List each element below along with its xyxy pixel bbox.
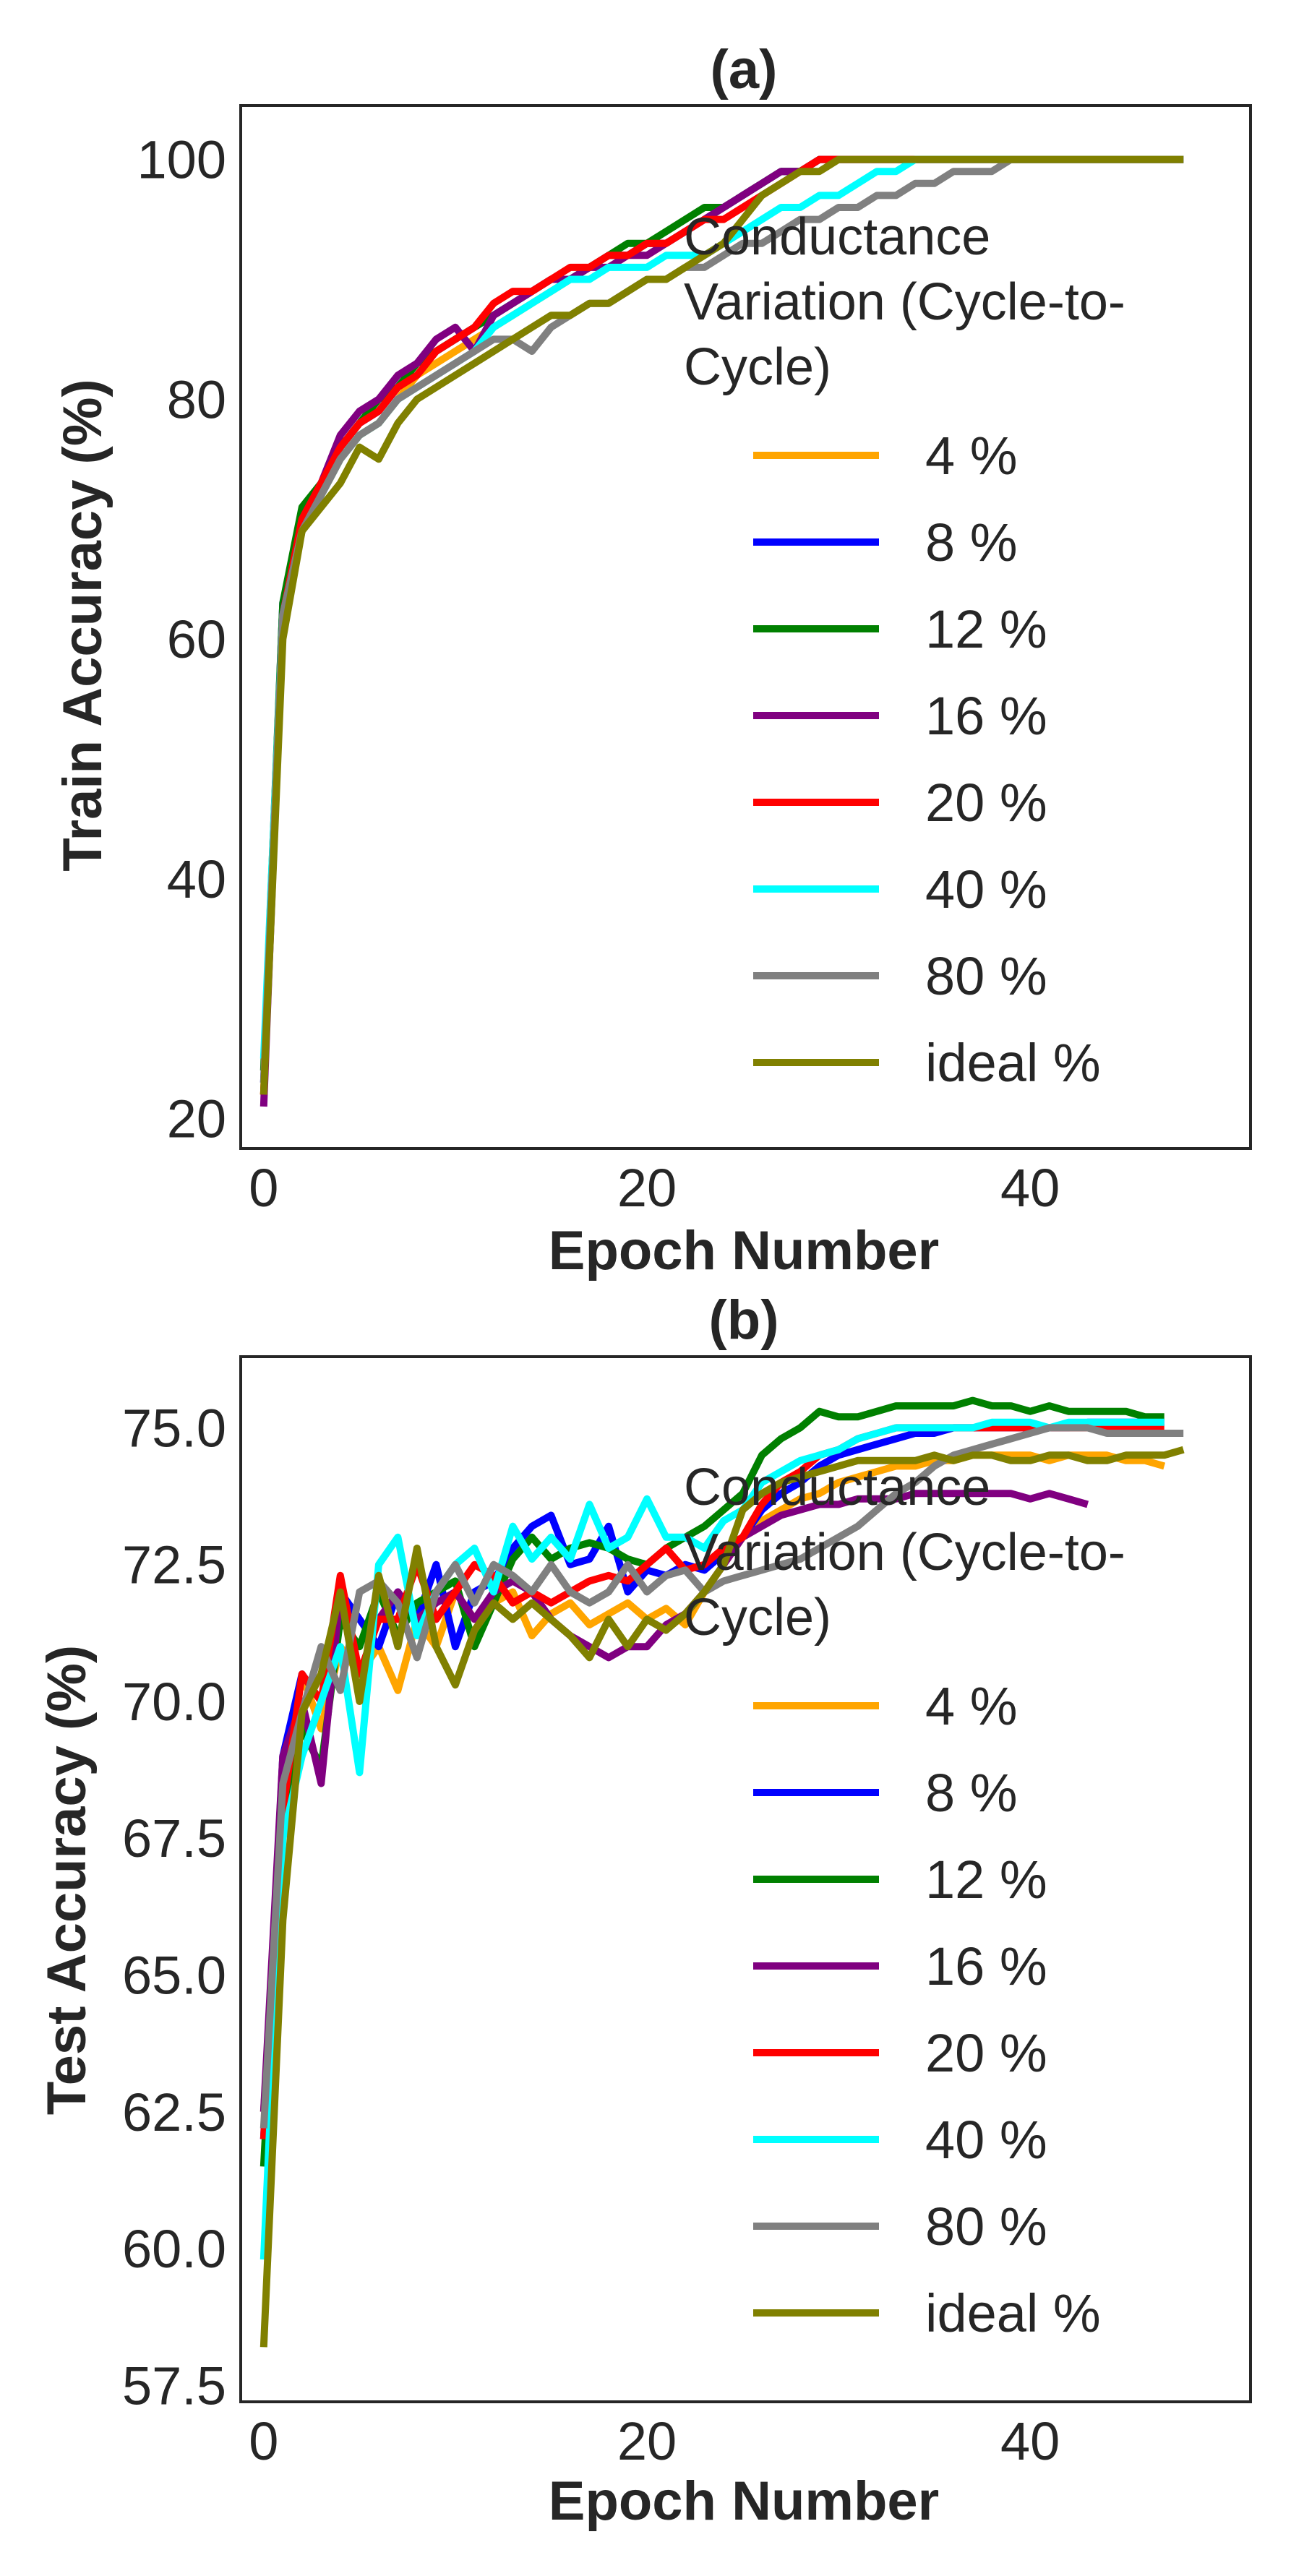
y-tick-label: 72.5 <box>122 1535 226 1595</box>
legend-title-line: Cycle) <box>684 338 831 396</box>
series-line-80 <box>260 1424 1184 2129</box>
chart-title: (a) <box>711 39 778 100</box>
y-tick-label: 57.5 <box>122 2356 226 2416</box>
series-line-40 <box>260 1418 1165 2260</box>
legend-label: 12 % <box>925 599 1047 659</box>
legend-label: 20 % <box>925 773 1047 833</box>
legend-label: 20 % <box>925 2023 1047 2083</box>
x-tick-label: 40 <box>1000 2411 1060 2471</box>
legend-label: 8 % <box>925 512 1018 572</box>
legend-label: 80 % <box>925 2197 1047 2257</box>
x-axis-label: Epoch Number <box>549 2470 940 2532</box>
legend-label: 8 % <box>925 1763 1018 1823</box>
y-tick-label: 60.0 <box>122 2219 226 2279</box>
legend-label: 80 % <box>925 946 1047 1006</box>
x-tick-label: 0 <box>249 1158 278 1218</box>
y-tick-label: 60 <box>167 609 226 669</box>
legend-title-line: Variation (Cycle-to- <box>684 273 1125 331</box>
legend-label: 40 % <box>925 859 1047 919</box>
y-tick-label: 20 <box>167 1089 226 1149</box>
chart-panel-a: (a) Train Accuracy (%) Epoch Number 0 20 4… <box>52 39 1252 1281</box>
y-tick-label: 62.5 <box>122 2082 226 2142</box>
y-tick-label: 80 <box>167 369 226 429</box>
x-tick-label: 20 <box>617 2411 677 2471</box>
legend-title-line: Cycle) <box>684 1589 831 1647</box>
series-line-ideal <box>260 1446 1185 2348</box>
legend-label: 16 % <box>925 686 1047 746</box>
legend-label: 40 % <box>925 2110 1047 2170</box>
series-group <box>260 155 1184 1107</box>
y-tick-label: 75.0 <box>122 1398 226 1458</box>
y-axis-label: Train Accuracy (%) <box>52 379 113 871</box>
y-axis-label: Test Accuracy (%) <box>36 1645 98 2115</box>
plot-frame <box>239 1355 1252 2403</box>
legend-label: ideal % <box>925 1033 1101 1093</box>
legend-label: 12 % <box>925 1850 1047 1910</box>
legend-label: 4 % <box>925 426 1018 486</box>
series-line-ideal <box>260 155 1184 1095</box>
x-tick-label: 20 <box>617 1158 677 1218</box>
legend-label: 4 % <box>925 1676 1018 1736</box>
legend: Conductance Variation (Cycle-to- Cycle) 4 %… <box>684 1459 1125 2343</box>
y-tick-label: 65.0 <box>122 1945 226 2005</box>
plot-frame <box>239 104 1252 1150</box>
legend-title-line: Conductance <box>684 208 990 266</box>
y-tick-label: 70.0 <box>122 1672 226 1732</box>
x-tick-label: 0 <box>249 2411 278 2471</box>
legend-title-line: Variation (Cycle-to- <box>684 1524 1125 1581</box>
y-tick-label: 100 <box>137 130 226 190</box>
chart-panel-b: (b) Test Accuracy (%) Epoch Number 0 20 40… <box>36 1289 1252 2532</box>
legend: Conductance Variation (Cycle-to- Cycle) 4 %… <box>684 208 1125 1093</box>
x-axis-label: Epoch Number <box>549 1220 940 1281</box>
chart-title: (b) <box>708 1289 779 1351</box>
x-tick-label: 40 <box>1000 1158 1060 1218</box>
legend-label: 16 % <box>925 1936 1047 1996</box>
y-tick-label: 40 <box>167 849 226 909</box>
legend-label: ideal % <box>925 2283 1101 2343</box>
series-group <box>260 1396 1185 2348</box>
y-tick-label: 67.5 <box>122 1808 226 1868</box>
legend-title-line: Conductance <box>684 1459 990 1516</box>
